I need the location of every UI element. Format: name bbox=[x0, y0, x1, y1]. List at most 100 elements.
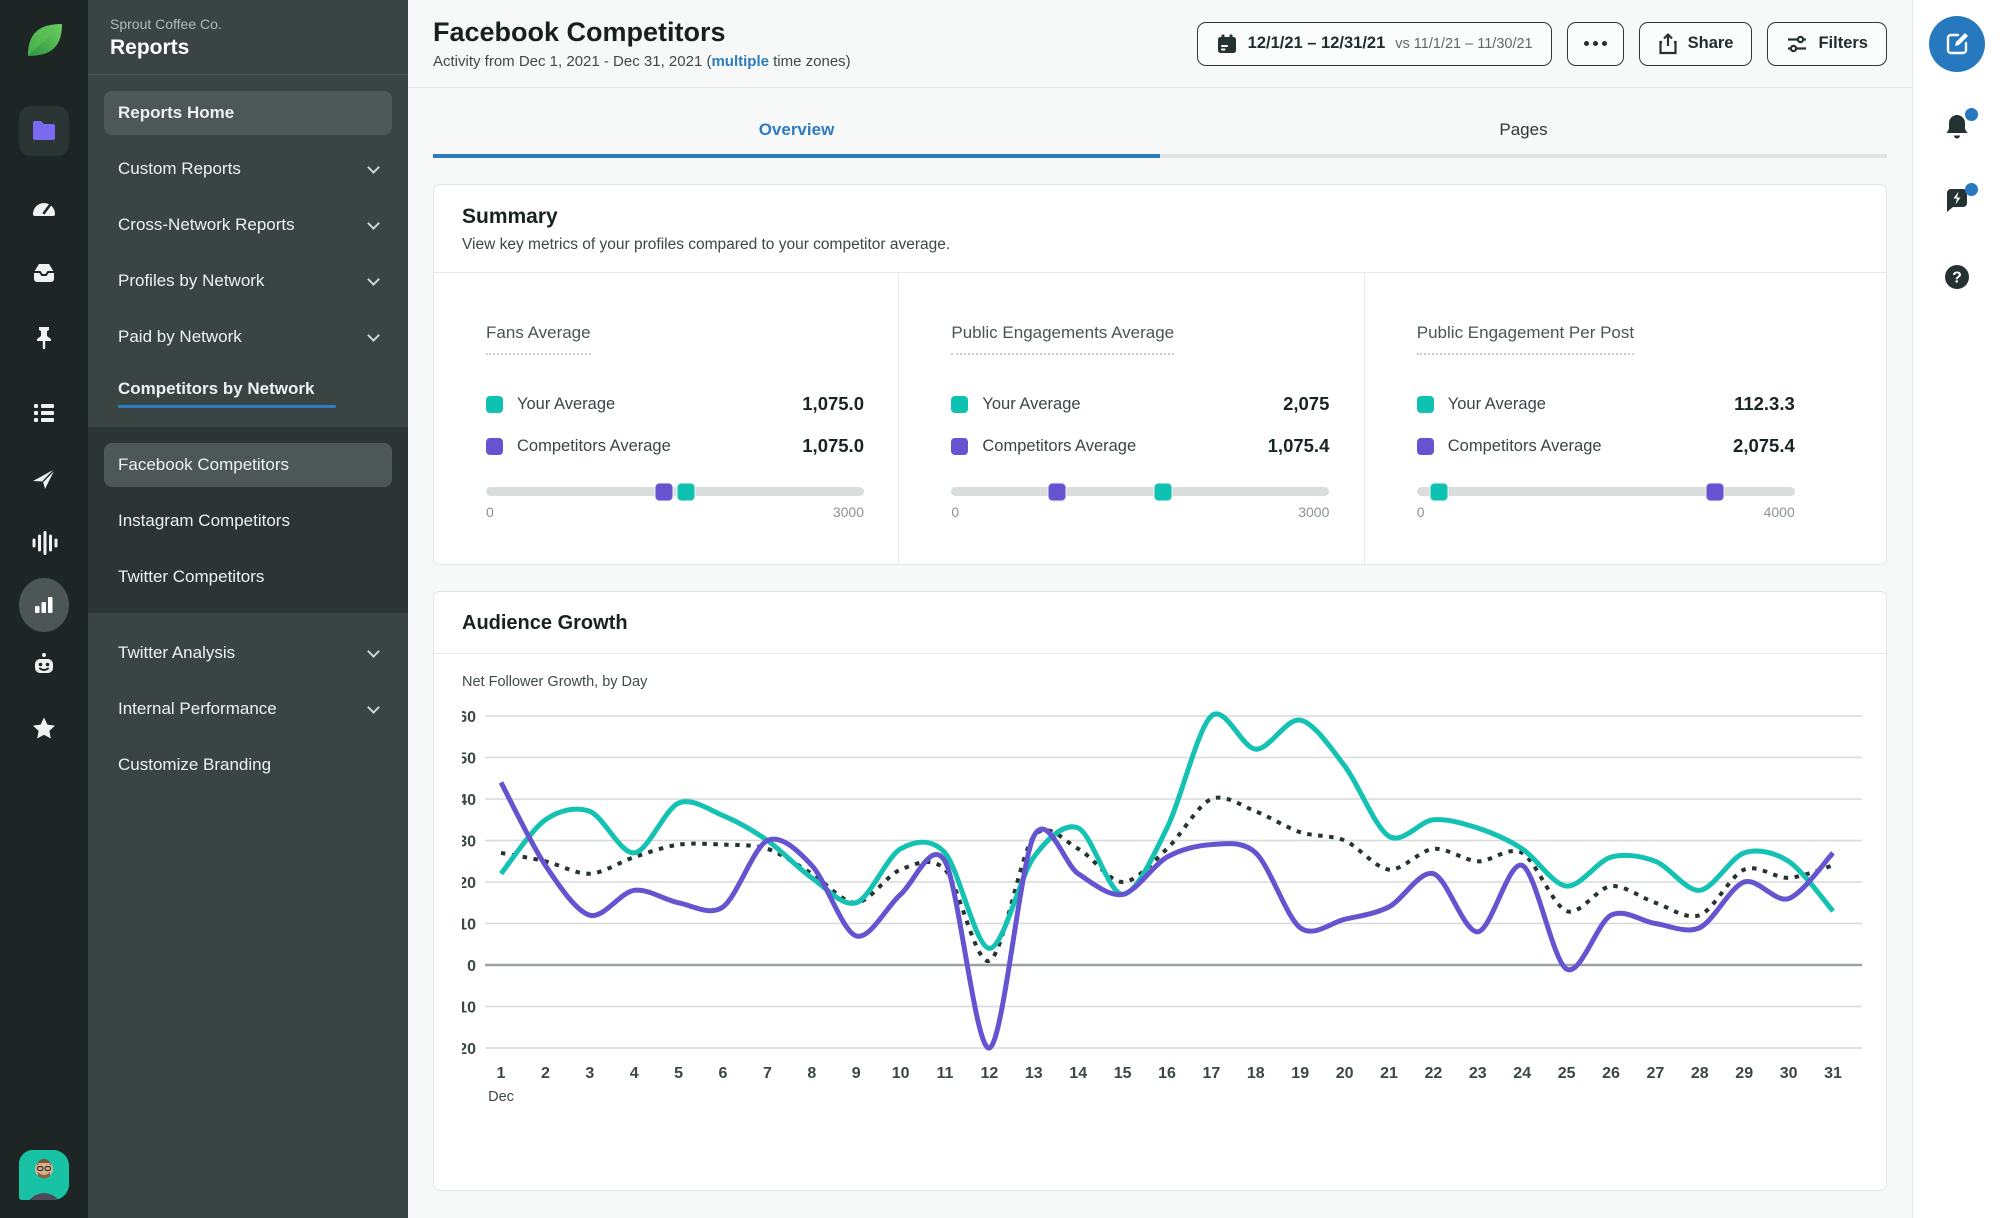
filters-button[interactable]: Filters bbox=[1767, 21, 1887, 66]
purple-slider-marker bbox=[1047, 482, 1067, 501]
slider-min: 0 bbox=[951, 504, 960, 520]
folder-icon bbox=[33, 121, 55, 140]
svg-text:23: 23 bbox=[1469, 1065, 1487, 1082]
notifications-button[interactable] bbox=[1942, 108, 1978, 147]
report-header: Facebook Competitors Activity from Dec 1… bbox=[408, 0, 1912, 88]
svg-text:Dec: Dec bbox=[488, 1089, 514, 1105]
slider-min: 0 bbox=[486, 504, 494, 520]
more-options-button[interactable] bbox=[1566, 21, 1624, 66]
sidebar-item-reports-home[interactable]: Reports Home bbox=[104, 91, 392, 135]
svg-text:28: 28 bbox=[1691, 1065, 1709, 1082]
tab-overview[interactable]: Overview bbox=[433, 110, 1160, 158]
chevron-down-icon bbox=[367, 216, 380, 230]
sidebar-nav-reports-active[interactable] bbox=[19, 578, 69, 632]
star-icon bbox=[32, 717, 55, 739]
competitors-submenu: Facebook Competitors Instagram Competito… bbox=[88, 427, 408, 613]
chart-subtitle: Net Follower Growth, by Day bbox=[462, 674, 648, 690]
share-label: Share bbox=[1687, 34, 1734, 52]
sidebar-item-customize-branding[interactable]: Customize Branding bbox=[118, 755, 272, 774]
sprout-logo-icon[interactable] bbox=[20, 16, 68, 64]
svg-text:?: ? bbox=[1952, 270, 1962, 287]
sidebar-nav-favorites[interactable] bbox=[19, 704, 69, 754]
sidebar-nav-pinned[interactable] bbox=[19, 312, 69, 362]
reports-sidebar: Sprout Coffee Co. Reports Reports Home C… bbox=[88, 0, 408, 1218]
sidebar-item-internal-performance[interactable]: Internal Performance bbox=[104, 687, 392, 731]
active-section-underline bbox=[118, 404, 336, 408]
teal-chip-icon bbox=[951, 395, 969, 413]
svg-text:1: 1 bbox=[497, 1065, 506, 1082]
teal-slider-marker bbox=[1429, 482, 1449, 501]
main-content: Facebook Competitors Activity from Dec 1… bbox=[408, 0, 1912, 1218]
net-follower-growth-chart: 6050403020100-10-20123456789101112131415… bbox=[453, 698, 1886, 1143]
share-icon bbox=[1659, 32, 1677, 54]
sidebar-item-twitter-analysis[interactable]: Twitter Analysis bbox=[104, 631, 392, 675]
metric-slider: 0 4000 bbox=[1416, 482, 1795, 520]
line-chart-svg: 6050403020100-10-20123456789101112131415… bbox=[453, 709, 1862, 1105]
svg-text:9: 9 bbox=[852, 1065, 861, 1082]
svg-text:60: 60 bbox=[462, 709, 476, 726]
metric-public-engagements-average: Public Engagements Average Your Average 2… bbox=[899, 273, 1365, 564]
sidebar-item-competitors-by-network[interactable]: Competitors by Network bbox=[104, 371, 392, 415]
sidebar-nav-dashboard[interactable] bbox=[19, 184, 69, 234]
metric-public-engagement-per-post: Public Engagement Per Post Your Average 1… bbox=[1365, 273, 1886, 564]
sidebar-nav-automation[interactable] bbox=[19, 640, 69, 690]
sidebar-item-facebook-competitors[interactable]: Facebook Competitors bbox=[104, 443, 392, 487]
metric-slider: 0 3000 bbox=[951, 482, 1330, 520]
svg-text:30: 30 bbox=[1780, 1065, 1798, 1082]
sidebar-nav-inbox[interactable] bbox=[19, 248, 69, 298]
ellipsis-icon bbox=[1583, 41, 1607, 46]
teal-slider-marker bbox=[676, 482, 696, 501]
bar-chart-icon bbox=[35, 597, 53, 613]
sidebar-nav-publishing[interactable] bbox=[19, 454, 69, 504]
slider-max: 3000 bbox=[832, 504, 864, 520]
sidebar-item-cross-network-reports[interactable]: Cross-Network Reports bbox=[104, 203, 392, 247]
legend-row-competitors-average: Competitors Average 1,075.4 bbox=[951, 435, 1329, 457]
date-range-button[interactable]: 12/1/21 – 12/31/21 vs 11/1/21 – 11/30/21 bbox=[1196, 21, 1552, 66]
share-button[interactable]: Share bbox=[1638, 21, 1753, 66]
sidebar-item-custom-reports[interactable]: Custom Reports bbox=[104, 147, 392, 191]
question-icon: ? bbox=[1944, 265, 1969, 289]
metric-label: Fans Average bbox=[486, 323, 591, 355]
svg-text:30: 30 bbox=[462, 834, 476, 851]
messages-button[interactable] bbox=[1942, 183, 1978, 222]
svg-text:40: 40 bbox=[462, 792, 476, 809]
summary-card-header: Summary View key metrics of your profile… bbox=[434, 185, 1886, 273]
user-avatar[interactable] bbox=[19, 1150, 69, 1200]
compose-icon bbox=[1946, 33, 1968, 55]
svg-text:13: 13 bbox=[1025, 1065, 1043, 1082]
slider-max: 4000 bbox=[1763, 504, 1795, 520]
slider-track bbox=[486, 482, 864, 501]
compose-button[interactable] bbox=[1928, 16, 1985, 72]
timezones-link[interactable]: multiple bbox=[711, 53, 769, 70]
chevron-down-icon bbox=[367, 160, 380, 174]
sidebar-item-paid-by-network[interactable]: Paid by Network bbox=[104, 315, 392, 359]
inbox-icon bbox=[34, 264, 54, 282]
tab-pages[interactable]: Pages bbox=[1160, 110, 1887, 158]
svg-text:7: 7 bbox=[763, 1065, 772, 1082]
sidebar-nav-listening[interactable] bbox=[19, 518, 69, 568]
audience-growth-card: Audience Growth Net Follower Growth, by … bbox=[433, 591, 1887, 1191]
sidebar-item-instagram-competitors[interactable]: Instagram Competitors bbox=[118, 511, 290, 530]
purple-chip-icon bbox=[486, 437, 503, 455]
svg-text:14: 14 bbox=[1069, 1065, 1087, 1082]
chevron-down-icon bbox=[367, 700, 380, 714]
slider-track bbox=[951, 482, 1330, 501]
purple-chip-icon bbox=[951, 437, 969, 455]
sidebar-item-twitter-competitors[interactable]: Twitter Competitors bbox=[118, 567, 265, 586]
svg-text:16: 16 bbox=[1158, 1065, 1176, 1082]
svg-text:19: 19 bbox=[1291, 1065, 1309, 1082]
legend-row-your-average: Your Average 2,075 bbox=[951, 393, 1329, 415]
metric-value: 1,075.4 bbox=[1267, 435, 1330, 456]
compare-range-label: vs 11/1/21 – 11/30/21 bbox=[1395, 35, 1533, 52]
bell-icon bbox=[1946, 115, 1967, 139]
help-button[interactable]: ? bbox=[1942, 262, 1972, 297]
slider-max: 3000 bbox=[1298, 504, 1330, 520]
sidebar-nav-reports-folder[interactable] bbox=[19, 106, 69, 156]
sidebar-nav-feeds[interactable] bbox=[19, 388, 69, 438]
svg-text:27: 27 bbox=[1647, 1065, 1665, 1082]
svg-text:10: 10 bbox=[462, 917, 476, 934]
summary-card: Summary View key metrics of your profile… bbox=[433, 184, 1887, 565]
purple-slider-marker bbox=[654, 482, 674, 501]
sidebar-item-profiles-by-network[interactable]: Profiles by Network bbox=[104, 259, 392, 303]
svg-text:4: 4 bbox=[630, 1065, 639, 1082]
